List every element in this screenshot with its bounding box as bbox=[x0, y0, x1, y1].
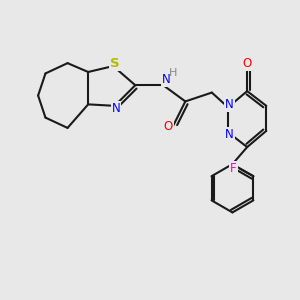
Text: O: O bbox=[242, 57, 252, 70]
Text: H: H bbox=[169, 68, 178, 78]
Text: N: N bbox=[112, 102, 121, 115]
Text: N: N bbox=[162, 73, 171, 86]
Text: F: F bbox=[230, 162, 237, 175]
Text: S: S bbox=[110, 57, 119, 70]
Text: O: O bbox=[164, 120, 173, 133]
Text: N: N bbox=[225, 128, 234, 141]
Text: N: N bbox=[225, 98, 234, 111]
